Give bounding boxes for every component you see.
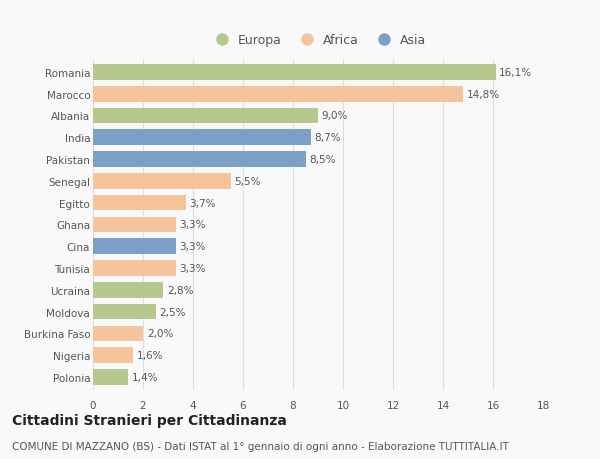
Bar [93,174,230,189]
Text: 3,3%: 3,3% [179,263,206,274]
Bar [93,87,463,102]
Text: 14,8%: 14,8% [467,90,500,100]
Bar [93,282,163,298]
Bar [93,217,176,233]
Text: 3,7%: 3,7% [189,198,216,208]
Text: 8,5%: 8,5% [309,155,336,165]
Text: 8,7%: 8,7% [314,133,341,143]
Bar [93,304,155,320]
Bar [93,326,143,341]
Bar [93,152,305,168]
Legend: Europa, Africa, Asia: Europa, Africa, Asia [209,34,427,47]
Text: 1,6%: 1,6% [137,350,163,360]
Bar [93,108,318,124]
Bar [93,196,185,211]
Text: 2,8%: 2,8% [167,285,193,295]
Text: COMUNE DI MAZZANO (BS) - Dati ISTAT al 1° gennaio di ogni anno - Elaborazione TU: COMUNE DI MAZZANO (BS) - Dati ISTAT al 1… [12,441,509,451]
Text: 3,3%: 3,3% [179,220,206,230]
Bar [93,347,133,363]
Text: 3,3%: 3,3% [179,241,206,252]
Text: 2,5%: 2,5% [159,307,186,317]
Text: 16,1%: 16,1% [499,68,532,78]
Text: 5,5%: 5,5% [234,176,261,186]
Bar [93,261,176,276]
Bar [93,130,311,146]
Text: 2,0%: 2,0% [147,329,173,339]
Text: Cittadini Stranieri per Cittadinanza: Cittadini Stranieri per Cittadinanza [12,413,287,427]
Bar [93,239,176,254]
Text: 1,4%: 1,4% [132,372,158,382]
Bar [93,65,496,80]
Bar [93,369,128,385]
Text: 9,0%: 9,0% [322,111,348,121]
